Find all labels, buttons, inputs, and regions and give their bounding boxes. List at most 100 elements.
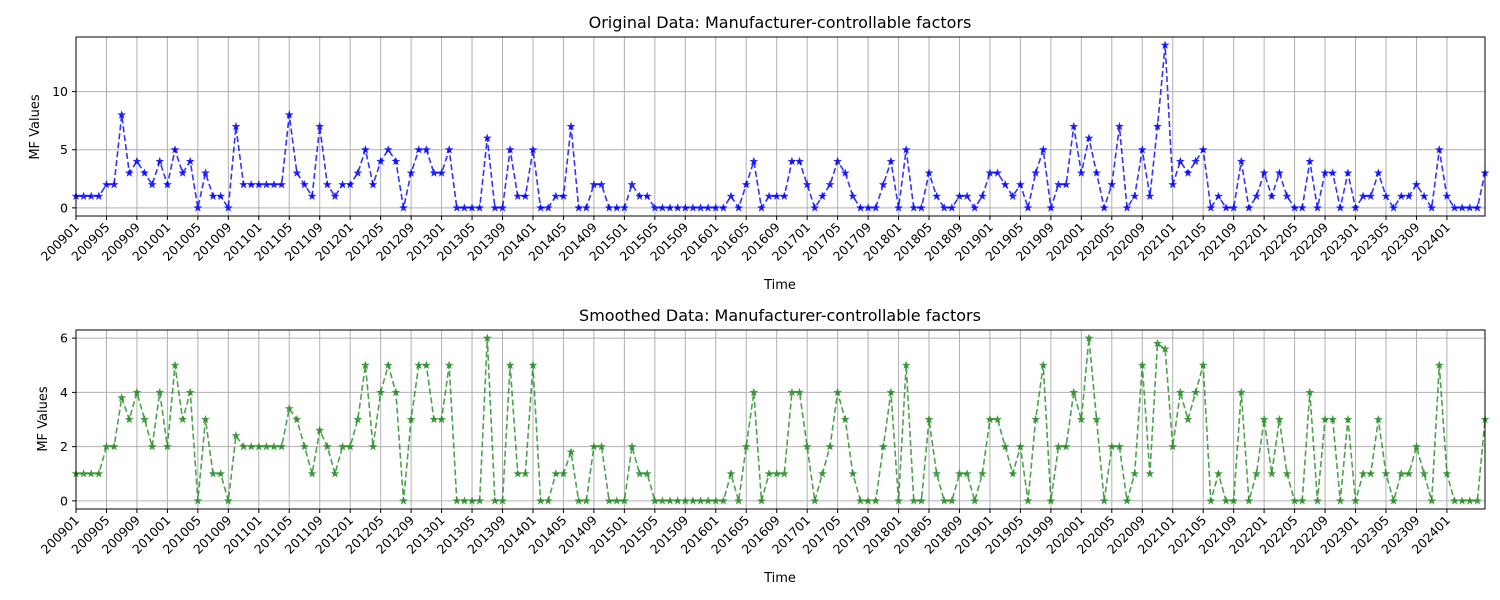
data-point (1092, 168, 1101, 177)
data-point (315, 121, 325, 131)
data-point (1419, 191, 1429, 200)
data-point (566, 447, 576, 456)
data-point (201, 414, 210, 424)
data-point (779, 191, 789, 200)
data-point (231, 121, 241, 131)
data-point (1023, 203, 1033, 212)
smoothed-data-panel: Smoothed Data: Manufacturer-controllable… (36, 306, 1490, 586)
data-point (696, 496, 705, 505)
data-point (1137, 145, 1147, 154)
data-point (117, 110, 127, 119)
data-point (1000, 180, 1010, 189)
data-point (452, 203, 462, 212)
data-point (345, 180, 355, 189)
data-point (1107, 180, 1117, 189)
data-point (368, 180, 378, 189)
data-point (414, 360, 424, 369)
data-point (1115, 121, 1124, 131)
data-point (1259, 168, 1269, 177)
data-point (802, 180, 812, 189)
data-point (871, 203, 881, 212)
data-point (399, 496, 408, 505)
data-point (1328, 414, 1338, 424)
data-point (1305, 156, 1315, 166)
data-point (1404, 191, 1414, 200)
y-tick-label: 4 (60, 385, 68, 400)
data-point (1465, 496, 1475, 505)
data-point (787, 156, 797, 166)
data-point (1244, 496, 1254, 505)
data-point (665, 496, 675, 505)
data-point (1351, 203, 1360, 212)
data-point (619, 496, 629, 505)
data-point (749, 156, 759, 166)
data-point (391, 156, 401, 166)
data-point (216, 469, 226, 478)
data-point (155, 387, 165, 397)
data-point (1046, 496, 1056, 505)
data-point (1313, 496, 1322, 505)
data-point (1297, 203, 1307, 212)
data-point (208, 191, 218, 200)
data-point (520, 191, 530, 200)
data-point (1054, 442, 1063, 451)
data-point (536, 203, 545, 212)
data-point (1168, 180, 1178, 189)
data-point (193, 203, 203, 212)
data-point (741, 442, 751, 451)
data-point (993, 414, 1002, 424)
y-tick-label: 6 (60, 331, 68, 346)
data-point (353, 414, 363, 424)
y-tick-label: 5 (60, 142, 68, 157)
data-point (505, 145, 515, 154)
data-point (589, 442, 599, 451)
data-point (726, 191, 736, 200)
data-point (604, 496, 614, 505)
data-point (239, 180, 248, 189)
data-point (338, 180, 347, 189)
data-point (551, 469, 561, 478)
data-point (863, 203, 873, 212)
data-point (734, 496, 743, 505)
y-tick-label: 2 (60, 439, 68, 454)
x-axis-label-smoothed: Time (763, 571, 796, 586)
data-point (307, 191, 317, 200)
data-point (825, 180, 835, 189)
data-point (604, 203, 614, 212)
data-point (543, 203, 553, 212)
data-point (1389, 203, 1398, 212)
data-point (528, 145, 538, 154)
data-point (749, 387, 759, 397)
data-point (1061, 180, 1071, 189)
chart-title-original: Original Data: Manufacturer-controllable… (589, 13, 972, 32)
y-tick-label: 10 (52, 84, 68, 99)
data-point (818, 469, 827, 478)
data-point (970, 496, 980, 505)
data-point (1183, 414, 1193, 424)
data-point (1442, 469, 1452, 478)
data-point (734, 203, 743, 212)
data-point (1427, 496, 1437, 505)
data-point (977, 191, 987, 200)
data-point (1221, 203, 1231, 212)
data-point (1290, 203, 1299, 212)
data-point (1335, 203, 1345, 212)
data-point (1450, 203, 1459, 212)
data-point (429, 414, 439, 424)
data-point (361, 145, 370, 154)
data-point (102, 442, 111, 451)
series-line-smoothed (76, 338, 1486, 504)
data-point (1412, 180, 1421, 189)
data-point (391, 387, 401, 397)
data-point (810, 496, 820, 505)
data-point (848, 191, 858, 200)
data-point (79, 469, 88, 478)
data-point (840, 168, 850, 177)
data-point (886, 156, 896, 166)
data-point (475, 496, 485, 505)
data-point (300, 442, 309, 451)
data-point (856, 496, 865, 505)
data-point (1396, 469, 1406, 478)
data-point (757, 203, 766, 212)
data-point (124, 414, 134, 424)
